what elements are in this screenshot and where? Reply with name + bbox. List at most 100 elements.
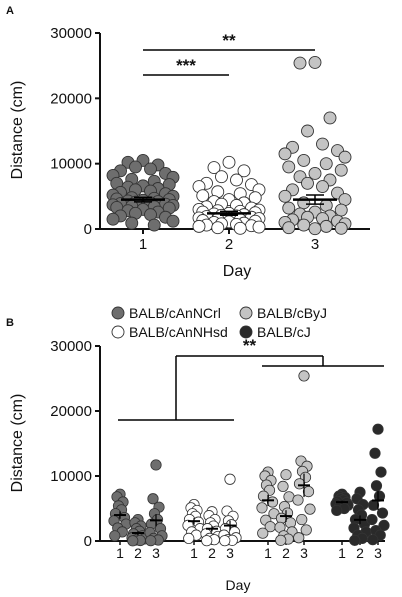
panel-b-data-point [370, 480, 383, 492]
panel-a-data-point [278, 189, 292, 203]
panel-b-data-point [304, 503, 316, 515]
panel-a-data-point [316, 180, 329, 193]
panel-a-data-point [334, 221, 348, 235]
panel-a-y-tick-label: 0 [84, 221, 92, 238]
panel-b-data-point [378, 519, 390, 532]
panel-b-data-point [366, 513, 378, 526]
panel-a-data-point [147, 218, 161, 232]
panel-b-data-point [302, 485, 315, 498]
panel-a-data-point [323, 111, 337, 125]
panel-b-points [108, 370, 390, 547]
panel-b-legend-marker [239, 306, 253, 320]
panel-b-significance: ** [118, 336, 384, 421]
panel-a: A 0 10000 20000 30000 1 2 3 ***** Day Distance… [6, 5, 370, 280]
panel-b-data-point [145, 535, 157, 547]
panel-b-data-point [300, 524, 312, 536]
panel-b-legend-label: BALB/cAnNHsd [129, 324, 228, 340]
panel-a-y-tick-label: 30000 [50, 25, 92, 42]
panel-a-data-point [230, 173, 243, 187]
panel-a-data-point [166, 214, 180, 228]
panel-a-data-point [282, 160, 296, 174]
panel-b-y-axis-label: Distance (cm) [9, 394, 26, 493]
panel-a-data-point [282, 221, 296, 235]
panel-b-x-tick-label: 2 [208, 545, 216, 561]
panel-a-y-axis-label: Distance (cm) [9, 81, 26, 180]
panel-b-x-tick-label: 2 [282, 545, 290, 561]
panel-a-data-point [211, 221, 225, 235]
panel-b: B BALB/cAnNCrlBALB/cAnNHsdBALB/cByJBALB/… [6, 305, 390, 593]
panel-a-data-point [215, 170, 228, 184]
panel-b-x-tick-label: 3 [374, 545, 382, 561]
panel-b-y-tick-label: 30000 [50, 338, 92, 355]
panel-b-y-tick-label: 10000 [50, 468, 92, 485]
panel-b-x-tick-label: 3 [300, 545, 308, 561]
panel-b-significance-label: ** [243, 336, 257, 355]
panel-b-x-tick-label: 1 [116, 545, 124, 561]
panel-b-data-point [367, 499, 380, 511]
panel-b-data-point [109, 530, 121, 542]
panel-b-stats [114, 473, 384, 536]
panel-b-data-point [183, 532, 195, 545]
panel-b-x-tick-label: 2 [356, 545, 364, 561]
panel-b-x-tick-label: 1 [338, 545, 346, 561]
panel-b-x-tick-label: 3 [152, 545, 160, 561]
panel-a-letter: A [6, 5, 14, 17]
panel-a-data-point [334, 163, 348, 177]
panel-a-significance: ***** [143, 31, 315, 76]
panel-b-x-tick-label: 3 [226, 545, 234, 561]
panel-b-data-point [372, 423, 384, 435]
panel-b-data-point [147, 493, 159, 505]
panel-a-data-point [233, 221, 247, 235]
panel-a-data-point [338, 150, 352, 164]
panel-a-data-point [297, 218, 311, 232]
panel-a-data-point [144, 162, 157, 176]
panel-b-data-point [127, 535, 139, 547]
panel-a-significance-label: ** [222, 31, 236, 50]
panel-a-x-tick-label: 1 [139, 236, 147, 253]
panel-a-data-point [334, 203, 348, 217]
panel-a-y-tick-label: 10000 [50, 156, 92, 173]
panel-a-data-point [106, 212, 120, 226]
panel-b-data-point [284, 517, 297, 529]
panel-b-data-point [219, 535, 231, 547]
panel-a-y-tick-label: 20000 [50, 90, 92, 107]
panel-a-data-point [301, 124, 314, 138]
panel-b-data-point [277, 480, 289, 492]
panel-b-data-point [275, 534, 287, 546]
panel-a-data-point [129, 160, 142, 174]
panel-a-data-point [297, 153, 311, 167]
panel-b-legend-label: BALB/cByJ [257, 305, 327, 321]
panel-b-data-point [224, 473, 236, 485]
panel-b-data-point [349, 534, 361, 546]
panel-a-data-point [282, 201, 296, 215]
panel-a-axes: 0 10000 20000 30000 1 2 3 [50, 25, 370, 253]
panel-a-data-point [293, 56, 307, 70]
panel-b-letter: B [6, 317, 14, 329]
panel-a-x-tick-label: 2 [225, 236, 233, 253]
panel-a-x-tick-label: 3 [311, 236, 319, 253]
panel-b-y-tick-label: 0 [84, 533, 92, 550]
panel-b-data-point [201, 535, 213, 547]
panel-b-data-point [369, 447, 381, 459]
panel-b-legend-marker [111, 306, 125, 320]
panel-b-x-tick-label: 1 [190, 545, 198, 561]
panel-a-data-point [196, 189, 210, 203]
panel-b-data-point [293, 478, 306, 490]
panel-b-legend: BALB/cAnNCrl BALB/cAnNHsd BALB/cByJ BALB/cJ [111, 305, 327, 340]
panel-b-data-point [376, 507, 389, 519]
panel-b-x-tick-label: 2 [134, 545, 142, 561]
panel-b-x-tick-label: 1 [264, 545, 272, 561]
panel-b-data-point [367, 534, 379, 546]
panel-a-data-point [308, 55, 322, 69]
panel-b-x-axis-label: Day [226, 577, 251, 593]
panel-a-data-point [301, 176, 314, 190]
panel-b-data-point [296, 513, 308, 526]
panel-a-data-point [319, 157, 333, 171]
panel-b-data-point [292, 494, 304, 506]
panel-b-data-point [375, 466, 387, 478]
panel-b-data-point [150, 459, 162, 471]
panel-a-data-point [207, 161, 221, 175]
panel-b-legend-marker [239, 325, 253, 339]
panel-a-x-axis-label: Day [223, 263, 251, 280]
